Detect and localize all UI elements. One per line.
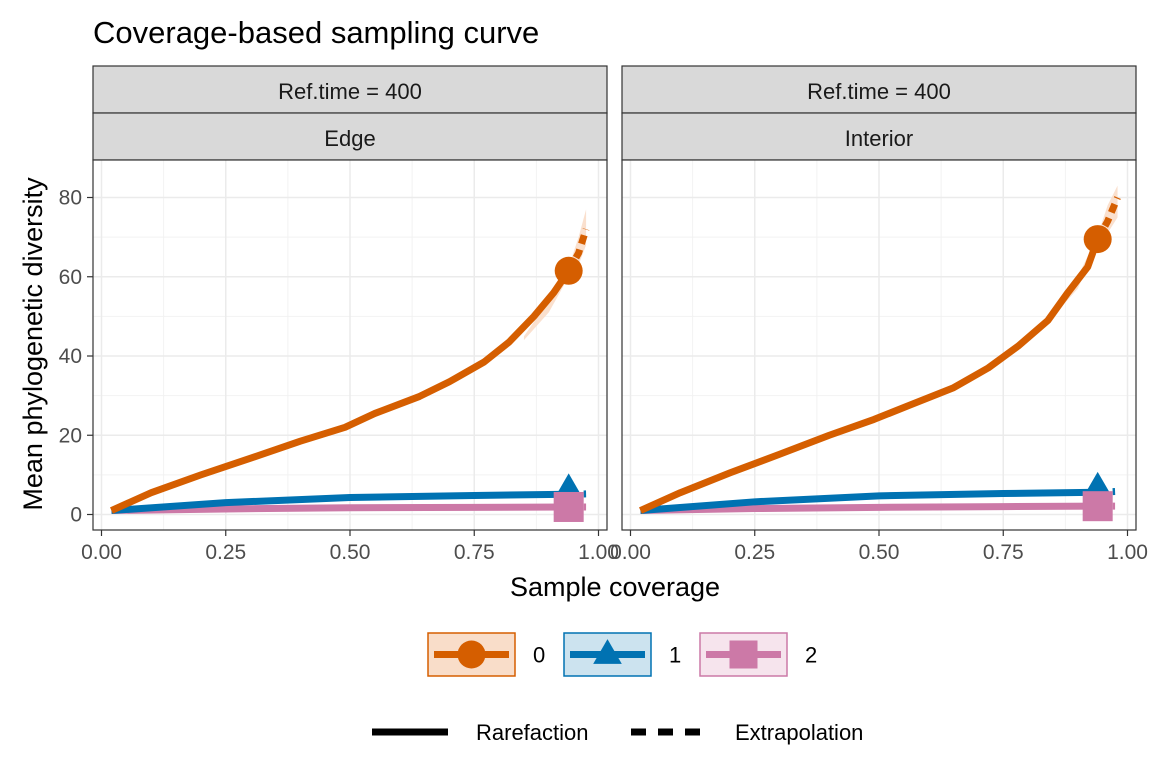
x-axis: 0.00 0.25 0.50 0.75 1.00 [610,530,1148,564]
strip-top-bg [92,65,608,114]
linetype-legend: Rarefaction Extrapolation [372,720,863,745]
y-axis-title: Mean phylogenetic diversity [18,177,48,511]
series-0-observed-point [554,256,583,285]
legend-rarefaction-label: Rarefaction [476,720,589,745]
x-tick-label: 0.25 [734,541,775,564]
grid [93,160,607,530]
series-0-rarefaction-line [110,268,572,514]
x-tick-label: 0.75 [983,541,1024,564]
y-tick-label: 40 [59,345,82,368]
x-tick-label: 0.75 [454,541,495,564]
strip-top-bg [621,65,1137,114]
legend-label: 1 [669,643,681,668]
x-tick-label: 1.00 [1107,541,1148,564]
x-tick-label: 0.50 [859,541,900,564]
x-axis-title: Sample coverage [510,572,720,602]
x-tick-label: 0.25 [205,541,246,564]
y-tick-label: 80 [59,187,82,210]
x-tick-label: 0.00 [610,541,651,564]
legend-key-shape [593,639,622,664]
y-tick-label: 60 [59,266,82,289]
legend-key-1: 1 [563,632,681,677]
strip-bottom-label: Interior [845,126,913,151]
series-layer [110,209,590,522]
legend-key-shape [729,640,758,669]
series-2-observed-point [553,491,584,522]
series-0-observed-point [1083,225,1112,254]
series-1-observed-point [1084,471,1111,495]
series-2-observed-point [1082,491,1113,522]
series-layer [639,185,1121,522]
strip-top-label: Ref.time = 400 [278,79,422,104]
y-tick-label: 0 [70,504,82,527]
series-2-rarefaction-line [640,502,1098,515]
strip-bottom-label: Edge [324,126,375,151]
legend-label: 0 [533,643,545,668]
strip-bottom-bg [92,112,608,161]
x-tick-label: 1.00 [578,541,619,564]
x-tick-label: 0.50 [330,541,371,564]
legend-extrapolation-label: Extrapolation [735,720,863,745]
strip-top-label: Ref.time = 400 [807,79,951,104]
legend: 0 1 2 Rarefaction Extrapolation [372,632,863,745]
grid [622,160,1136,530]
x-axis: 0.00 0.25 0.50 0.75 1.00 [81,530,619,564]
series-2-rarefaction-line [111,503,569,515]
series-1-rarefaction-line [111,490,569,515]
series-1-observed-point [555,473,582,497]
strip-bottom-bg [621,112,1137,161]
series-0-rarefaction-line [639,237,1101,514]
legend-label: 2 [805,643,817,668]
legend-key-0: 0 [427,632,545,677]
panel-2: Ref.time = 400 Interior 0.00 0.25 0.50 0.75 1.… [610,65,1148,564]
y-tick-label: 20 [59,424,82,447]
legend-key-2: 2 [699,632,817,677]
legend-key-shape [457,640,486,669]
chart-title: Coverage-based sampling curve [93,15,539,50]
x-tick-label: 0.00 [81,541,122,564]
y-axis: 0 20 40 60 80 [59,187,93,527]
panel-1: Ref.time = 400 Edge 0.00 0.25 0.50 0.75 1.00 0 2… [59,65,619,564]
series-1-rarefaction-line [640,488,1098,515]
